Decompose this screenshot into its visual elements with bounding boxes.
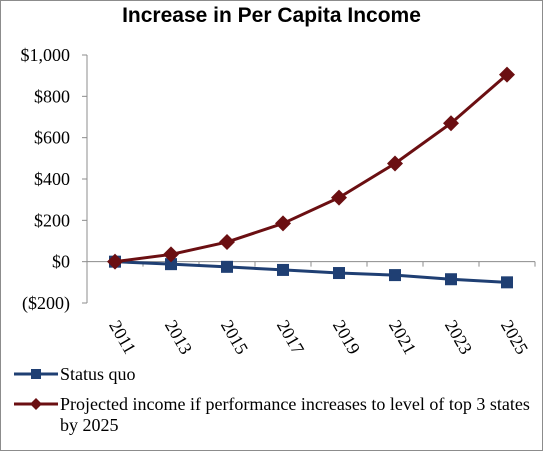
legend-label-projected-income: Projected income if performance increase…	[60, 394, 530, 435]
data-point-status-quo	[501, 276, 513, 289]
data-point-projected-income	[163, 246, 179, 263]
x-tick-label: 2019	[329, 316, 364, 357]
data-point-status-quo	[277, 263, 289, 276]
x-tick-label: 2013	[161, 316, 196, 357]
data-point-status-quo	[445, 273, 457, 286]
legend-label-status-quo: Status quo	[60, 364, 136, 384]
legend-item-projected-income: Projected income if performance increase…	[14, 394, 539, 436]
y-tick-label: $600	[34, 128, 70, 148]
series-line-projected-income	[114, 73, 508, 264]
y-tick-label: $0	[52, 252, 70, 272]
series-line-status-quo	[114, 260, 508, 284]
data-point-projected-income	[387, 155, 403, 172]
x-tick-label: 2017	[273, 316, 308, 357]
data-point-projected-income	[331, 189, 347, 206]
chart-title: Increase in Per Capita Income	[122, 4, 421, 27]
data-point-status-quo	[389, 269, 401, 282]
x-tick-label: 2023	[441, 316, 476, 357]
data-point-projected-income	[443, 115, 459, 132]
x-tick-label: 2011	[105, 317, 140, 358]
data-point-status-quo	[221, 260, 233, 273]
x-tick-label: 2015	[217, 316, 252, 357]
data-point-status-quo	[333, 267, 345, 280]
legend-key-projected-income	[14, 398, 58, 410]
y-tick-label: $200	[34, 210, 70, 230]
y-tick-label: $800	[34, 86, 70, 106]
chart-legend: Status quo Projected income if performan…	[14, 364, 539, 445]
data-point-projected-income	[499, 66, 515, 83]
x-tick-label: 2021	[385, 316, 420, 357]
y-tick-label: $1,000	[21, 45, 71, 65]
data-point-status-quo	[165, 258, 177, 271]
legend-item-status-quo: Status quo	[14, 364, 539, 385]
data-point-projected-income	[275, 215, 291, 232]
y-tick-label: $400	[34, 169, 70, 189]
y-tick-label: ($200)	[22, 293, 70, 314]
legend-key-status-quo	[14, 369, 58, 379]
data-point-projected-income	[107, 253, 123, 270]
data-point-projected-income	[219, 234, 235, 251]
x-tick-label: 2025	[497, 316, 532, 357]
